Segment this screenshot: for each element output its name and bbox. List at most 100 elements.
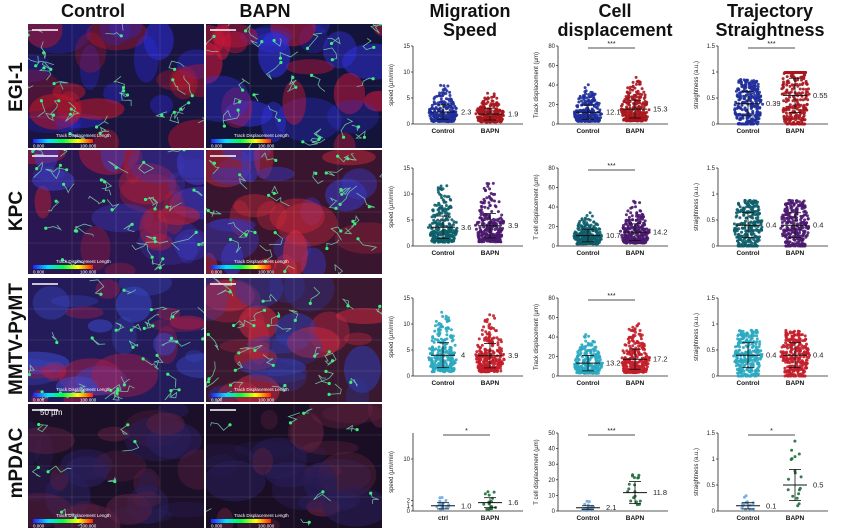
- y-tick-label: 0: [552, 509, 556, 515]
- svg-text:50 µm: 50 µm: [40, 408, 63, 417]
- y-tick-label: 10: [403, 70, 410, 76]
- header-control: Control: [61, 1, 125, 21]
- y-tick-label: 0: [407, 374, 411, 380]
- x-group-label: BAPN: [481, 250, 500, 257]
- svg-text:100.000: 100.000: [80, 524, 97, 529]
- y-tick-label: 30: [548, 462, 555, 468]
- y-tick-label: 0: [712, 374, 716, 380]
- microscopy-image-egi-1-bapn: Track Displacement Length 0.000 100.000: [206, 24, 382, 148]
- x-group-label: BAPN: [481, 128, 500, 135]
- significance-marker: ***: [607, 41, 615, 48]
- header-trajectory-straightness: Trajectory Straightness: [715, 1, 825, 40]
- significance-marker: *: [770, 428, 773, 435]
- y-tick-label: 0.5: [707, 218, 716, 224]
- svg-text:0.000: 0.000: [33, 270, 45, 275]
- y-axis-label: T cell displacement (µm): [534, 439, 540, 504]
- x-group-label: Control: [431, 250, 454, 257]
- svg-text:100.000: 100.000: [80, 144, 97, 149]
- y-tick-label: 0: [407, 122, 411, 128]
- y-axis-label: speed (µm/min): [389, 451, 395, 493]
- y-tick-label: 1: [712, 70, 716, 76]
- mean-value-label: 3.9: [508, 351, 518, 360]
- svg-text:Track Displacement Length: Track Displacement Length: [56, 513, 111, 518]
- plot-straightness-mmtv-pymt: straightness (a.u.) 0 0.5 1 1.5 0.4 Control 0.4…: [690, 290, 840, 395]
- y-axis-label: speed (µm/min): [389, 186, 395, 228]
- y-tick-label: 40: [548, 205, 555, 211]
- y-tick-label: 80: [548, 44, 555, 50]
- plot-speed-mmtv-pymt: speed (µm/min) 0 5 10 15 4 Control 3.9 BAPN: [385, 290, 535, 395]
- svg-text:Track Displacement Length: Track Displacement Length: [56, 133, 111, 138]
- x-group-label: BAPN: [626, 380, 645, 387]
- svg-text:0.000: 0.000: [33, 398, 45, 403]
- x-group-label: BAPN: [626, 128, 645, 135]
- y-axis-label: straightness (a.u.): [694, 448, 700, 496]
- svg-text:Track Displacement Length: Track Displacement Length: [234, 387, 289, 392]
- x-group-label: Control: [431, 380, 454, 387]
- y-tick-label: 1: [407, 504, 411, 510]
- y-axis-label: straightness (a.u.): [694, 183, 700, 231]
- y-axis-label: Track displacement (µm): [534, 304, 540, 370]
- mean-value-label: 14.2: [653, 228, 668, 237]
- y-tick-label: 2: [407, 499, 411, 505]
- y-tick-label: 10: [548, 493, 555, 499]
- mean-value-label: 0.1: [766, 501, 776, 510]
- y-tick-label: 10: [403, 457, 410, 463]
- x-group-label: Control: [576, 250, 599, 257]
- significance-marker: ***: [607, 163, 615, 170]
- y-tick-label: 0: [552, 122, 556, 128]
- svg-text:Track Displacement Length: Track Displacement Length: [56, 259, 111, 264]
- y-tick-label: 80: [548, 296, 555, 302]
- mean-value-label: 2.3: [461, 108, 471, 117]
- mean-value-label: 1.0: [461, 501, 471, 510]
- svg-text:100.000: 100.000: [258, 270, 275, 275]
- y-tick-label: 0.5: [707, 96, 716, 102]
- mean-value-label: 1.6: [508, 498, 518, 507]
- x-group-label: BAPN: [481, 515, 500, 522]
- y-tick-label: 80: [548, 166, 555, 172]
- mean-value-label: 12.1: [606, 108, 621, 117]
- x-group-label: BAPN: [626, 250, 645, 257]
- mean-value-label: 0.4: [766, 221, 776, 230]
- microscopy-image-mmtv-pymt-bapn: Track Displacement Length 0.000 100.000: [206, 278, 382, 402]
- svg-text:100.000: 100.000: [258, 398, 275, 403]
- x-group-label: Control: [736, 250, 759, 257]
- plot-displacement-mpdac: T cell displacement (µm) 0 10 20 30 40 50 2.1 Co…: [530, 425, 680, 529]
- y-tick-label: 1: [712, 192, 716, 198]
- y-tick-label: 60: [548, 64, 555, 70]
- plot-displacement-mmtv-pymt: Track displacement (µm) 0 20 40 60 80 13.2 Cont…: [530, 290, 680, 395]
- svg-text:0.000: 0.000: [33, 524, 45, 529]
- y-axis-label: speed (µm/min): [389, 64, 395, 106]
- svg-text:100.000: 100.000: [80, 270, 97, 275]
- y-tick-label: 1: [712, 457, 716, 463]
- y-axis-label: Track displacement (µm): [534, 52, 540, 118]
- plot-straightness-egi-1: straightness (a.u.) 0 0.5 1 1.5 0.39 Control 0.…: [690, 38, 840, 143]
- y-tick-label: 0.5: [707, 483, 716, 489]
- y-tick-label: 20: [548, 478, 555, 484]
- x-group-label: BAPN: [786, 250, 805, 257]
- header-bapn: BAPN: [239, 1, 291, 21]
- y-tick-label: 5: [407, 348, 411, 354]
- mean-value-label: 0.4: [813, 351, 823, 360]
- y-tick-label: 1.5: [707, 166, 716, 172]
- microscopy-image-mmtv-pymt-control: Track Displacement Length 0.000 100.000: [28, 278, 204, 402]
- y-axis-label: speed (µm/min): [389, 316, 395, 358]
- mean-value-label: 17.2: [653, 355, 668, 364]
- row-label-mpdac: mPDAC: [6, 427, 27, 499]
- x-group-label: Control: [576, 128, 599, 135]
- row-label-mmtv-pymt: MMTV-PyMT: [6, 283, 27, 395]
- y-tick-label: 0: [407, 509, 411, 515]
- svg-text:100.000: 100.000: [258, 524, 275, 529]
- mean-value-label: 13.2: [606, 359, 621, 368]
- row-label-egi1: EGI-1: [6, 62, 27, 112]
- y-tick-label: 15: [403, 296, 410, 302]
- mean-value-label: 0.5: [813, 481, 823, 490]
- mean-value-label: 0.55: [813, 91, 828, 100]
- y-tick-label: 20: [548, 225, 555, 231]
- svg-text:Track Displacement Length: Track Displacement Length: [234, 513, 289, 518]
- y-tick-label: 40: [548, 335, 555, 341]
- significance-marker: ***: [767, 41, 775, 48]
- y-axis-label: T cell displacement (µm): [534, 174, 540, 239]
- svg-text:Track Displacement Length: Track Displacement Length: [56, 387, 111, 392]
- y-tick-label: 60: [548, 316, 555, 322]
- y-tick-label: 20: [548, 103, 555, 109]
